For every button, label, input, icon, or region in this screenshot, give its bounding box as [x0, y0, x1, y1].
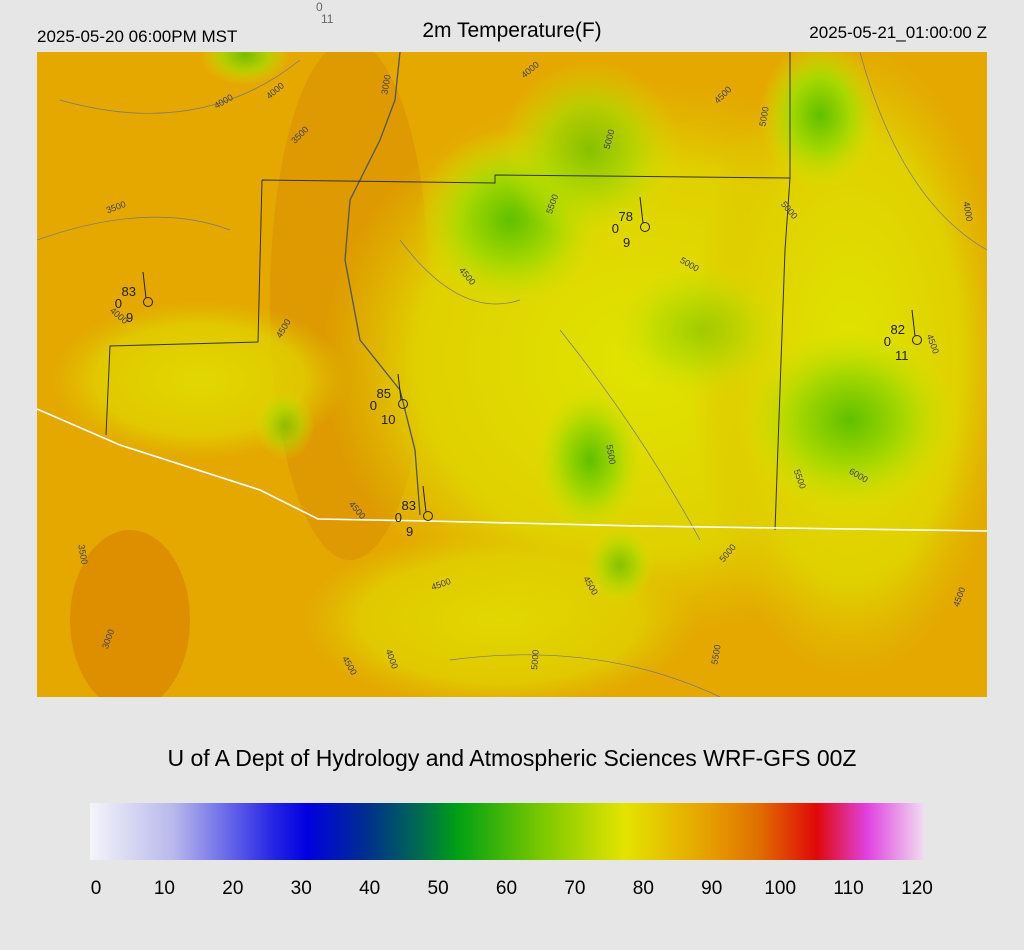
station-marker: [398, 399, 408, 409]
colorbar-tick-label: 40: [359, 878, 380, 899]
station-marker: [912, 335, 922, 345]
wind-barb: [422, 485, 427, 513]
station-marker: [423, 511, 433, 521]
station-dew: 0: [370, 398, 377, 413]
contour-label: 5500: [709, 644, 722, 665]
colorbar-tick-label: 110: [833, 878, 863, 899]
contour-label: 5000: [529, 649, 541, 670]
contour-label: 4000: [961, 201, 974, 222]
colorbar-tick-label: 20: [222, 878, 243, 899]
valid-time: 2025-05-20 06:00PM MST: [37, 27, 237, 46]
contour-label: 3000: [379, 74, 392, 95]
wind-barb: [911, 309, 916, 337]
credit: U of A Dept of Hydrology and Atmospheric…: [167, 745, 856, 771]
contour-label: 5000: [757, 106, 770, 127]
station-temp: 78: [619, 209, 633, 224]
colorbar-tick-label: 60: [496, 878, 517, 899]
station-value: 10: [381, 412, 395, 427]
contour-label: 5500: [604, 444, 617, 465]
map-title: 2m Temperature(F): [422, 19, 601, 42]
station-marker: [640, 222, 650, 232]
station-dew: 0: [395, 510, 402, 525]
station-marker: [143, 297, 153, 307]
contour-label: 3500: [76, 544, 89, 565]
station-temp: 83: [122, 284, 136, 299]
wind-barb: [142, 271, 147, 299]
colorbar-tick-label: 30: [291, 878, 312, 899]
station-value: 9: [126, 310, 133, 325]
station-dew: 0: [612, 221, 619, 236]
colorbar-tick-label: 70: [564, 878, 585, 899]
station-value: 9: [406, 524, 413, 539]
colorbar-tick-label: 90: [701, 878, 722, 899]
colorbar-tick-label: 120: [901, 878, 933, 899]
station-dew: 0: [115, 296, 122, 311]
map-field: [37, 52, 987, 697]
colorbar-tick-label: 0: [91, 878, 102, 899]
corner-label: 0: [316, 0, 323, 14]
colorbar-tick-label: 10: [154, 878, 175, 899]
colorbar-tick-label: 50: [428, 878, 449, 899]
colorbar: [90, 803, 925, 860]
wind-barb: [639, 196, 644, 224]
station-value: 11: [895, 348, 909, 363]
station-value: 9: [623, 235, 630, 250]
colorbar-tick-label: 100: [764, 878, 796, 899]
colorbar-ticks: 0 10 20 30 40 50 60 70 80 90 100 110 120: [91, 878, 933, 899]
station-temp: 85: [377, 386, 391, 401]
station-temp: 82: [891, 322, 905, 337]
station-dew: 0: [884, 334, 891, 349]
station-temp: 83: [402, 498, 416, 513]
colorbar-tick-label: 80: [633, 878, 654, 899]
wind-barb: [397, 373, 402, 401]
corner-label: 11: [321, 12, 334, 26]
model-time: 2025-05-21_01:00:00 Z: [809, 23, 987, 42]
